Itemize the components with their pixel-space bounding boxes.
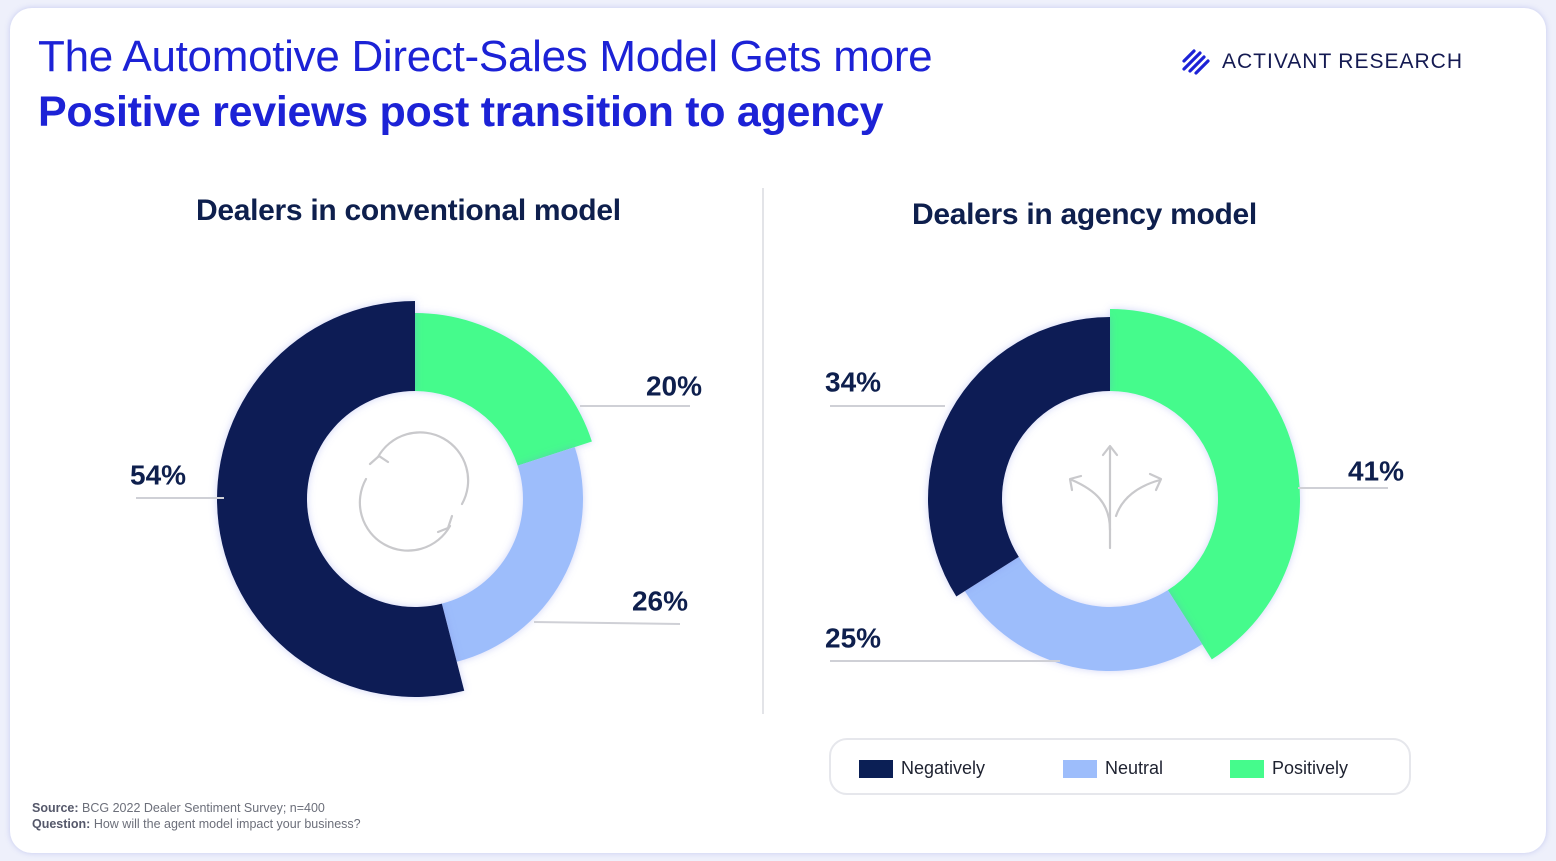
donut-slice-negatively — [928, 317, 1110, 597]
data-label-positively: 20% — [646, 370, 702, 401]
legend-swatch-neutral — [1063, 759, 1097, 778]
donut-slice-negatively — [217, 301, 465, 697]
legend-item-positively: Positively — [1230, 758, 1348, 779]
chart-divider — [762, 188, 764, 714]
brand-secondary: RESEARCH — [1338, 50, 1463, 73]
donut-slice-positively — [415, 313, 592, 466]
donut-slice-neutral — [964, 556, 1203, 671]
legend-label: Neutral — [1105, 758, 1164, 778]
cycle-arrows-icon — [358, 431, 470, 552]
question-label: Question: — [32, 817, 91, 831]
donut-slice-positively — [1110, 309, 1301, 660]
leader-line — [533, 621, 681, 625]
source-note: Source: BCG 2022 Dealer Sentiment Survey… — [32, 800, 361, 832]
data-label-negatively: 34% — [825, 366, 881, 397]
data-label-neutral: 26% — [632, 585, 688, 616]
legend-item-negatively: Negatively — [859, 758, 985, 779]
chart-title-conventional: Dealers in conventional model — [196, 194, 621, 227]
legend-swatch-positively — [1230, 759, 1264, 778]
data-label-neutral: 25% — [825, 622, 881, 653]
data-label-negatively: 54% — [130, 459, 186, 490]
brand-logo: ACTIVANT RESEARCH — [1180, 46, 1463, 78]
donut-chart-agency: 41% 25% 34% — [825, 309, 1404, 671]
source-text: BCG 2022 Dealer Sentiment Survey; n=400 — [82, 801, 325, 815]
page-title-line2: Positive reviews post transition to agen… — [38, 88, 884, 136]
donut-slice-neutral — [441, 447, 583, 662]
donut-chart-conventional: 20% 26% 54% — [130, 301, 702, 697]
legend-label: Negatively — [901, 758, 986, 778]
legend-swatch-negatively — [859, 759, 893, 778]
legend-label: Positively — [1272, 758, 1349, 778]
donut-charts: 20% 26% 54% 41% 25% 34% — [130, 301, 1404, 697]
legend-item-neutral: Neutral — [1063, 758, 1163, 779]
source-label: Source: — [32, 801, 79, 815]
chart-title-agency: Dealers in agency model — [912, 198, 1257, 231]
page-title-line1: The Automotive Direct-Sales Model Gets m… — [38, 32, 933, 81]
branching-arrows-icon — [1068, 444, 1163, 550]
chart-legend: Negatively Neutral Positively — [829, 738, 1411, 795]
brand-primary: ACTIVANT — [1222, 50, 1333, 73]
question-text: How will the agent model impact your bus… — [93, 817, 361, 831]
infographic-card: The Automotive Direct-Sales Model Gets m… — [10, 8, 1546, 853]
data-label-positively: 41% — [1348, 455, 1404, 486]
activant-logo-icon — [1182, 49, 1210, 75]
